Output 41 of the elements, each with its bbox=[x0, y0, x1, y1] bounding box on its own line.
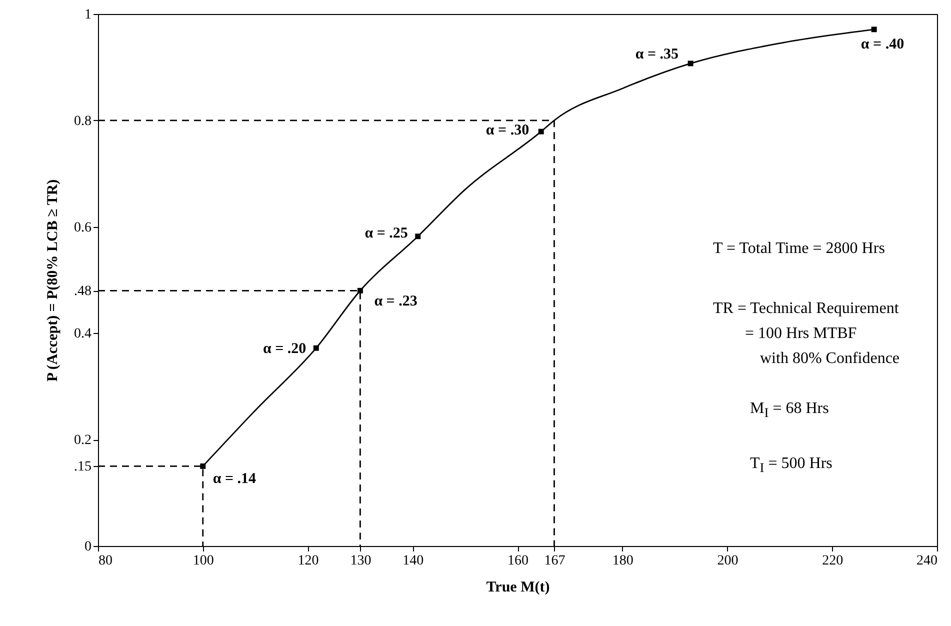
y-tick-label: .48 bbox=[74, 284, 92, 300]
x-tick-label: 120 bbox=[298, 554, 319, 568]
annotation: α = .35 bbox=[635, 46, 679, 62]
x-tick-label: 167 bbox=[544, 554, 566, 568]
annotation: with 80% Confidence bbox=[760, 350, 900, 368]
x-tick-label: 200 bbox=[717, 554, 738, 568]
point bbox=[357, 288, 363, 294]
annotation: TR = Technical Requirement bbox=[713, 300, 899, 318]
point bbox=[688, 60, 694, 66]
annotation: = 100 Hrs MTBF bbox=[745, 325, 857, 343]
annotation: T = Total Time = 2800 Hrs bbox=[713, 240, 885, 258]
x-tick-label: 160 bbox=[508, 554, 528, 568]
point bbox=[415, 234, 421, 240]
annotation: α = .30 bbox=[486, 122, 530, 139]
annotation: M$_{I}$ = 68 Hrs bbox=[750, 400, 829, 422]
point bbox=[313, 345, 319, 351]
point bbox=[871, 26, 877, 32]
annotation: α = .25 bbox=[364, 225, 408, 242]
x-tick-label: 240 bbox=[916, 554, 938, 568]
y-tick-label: 0.4 bbox=[74, 326, 92, 342]
x-axis-title: True M(t) bbox=[486, 580, 550, 596]
annotation: T$_{I}$ = 500 Hrs bbox=[750, 455, 832, 476]
annotation: α = .14 bbox=[212, 471, 257, 488]
annotation: α = .23 bbox=[374, 294, 418, 310]
x-tick-label: 80 bbox=[98, 554, 112, 568]
x-tick-label: 100 bbox=[192, 554, 214, 568]
x-tick-label: 220 bbox=[822, 554, 844, 568]
y-tick-label: 0.8 bbox=[74, 114, 92, 129]
x-tick-label: 130 bbox=[350, 554, 372, 568]
y-tick-label: 0.6 bbox=[74, 220, 92, 236]
y-tick-label: .15 bbox=[74, 460, 92, 475]
y-axis-title: P (Accept) = P(80% LCB ≥ TR) bbox=[45, 179, 61, 382]
y-tick-label: 0 bbox=[84, 540, 92, 554]
point bbox=[538, 128, 544, 134]
point bbox=[200, 463, 206, 469]
y-tick-label: 0.2 bbox=[74, 433, 92, 448]
annotation: α = .40 bbox=[860, 36, 904, 52]
y-tick-label: 1 bbox=[84, 8, 92, 22]
x-tick-label: 180 bbox=[612, 554, 634, 568]
x-tick-label: 140 bbox=[402, 554, 424, 568]
annotation: α = .20 bbox=[262, 341, 306, 358]
